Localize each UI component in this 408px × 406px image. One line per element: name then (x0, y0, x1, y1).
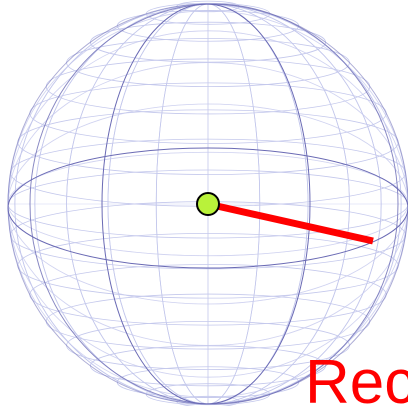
state-vector-line (207, 200, 374, 245)
equator-circle (7, 147, 408, 269)
great-circles (7, 3, 408, 405)
meridian-circle-b (29, 3, 399, 405)
partial-red-label: Rec (305, 348, 408, 406)
center-point (196, 192, 220, 216)
